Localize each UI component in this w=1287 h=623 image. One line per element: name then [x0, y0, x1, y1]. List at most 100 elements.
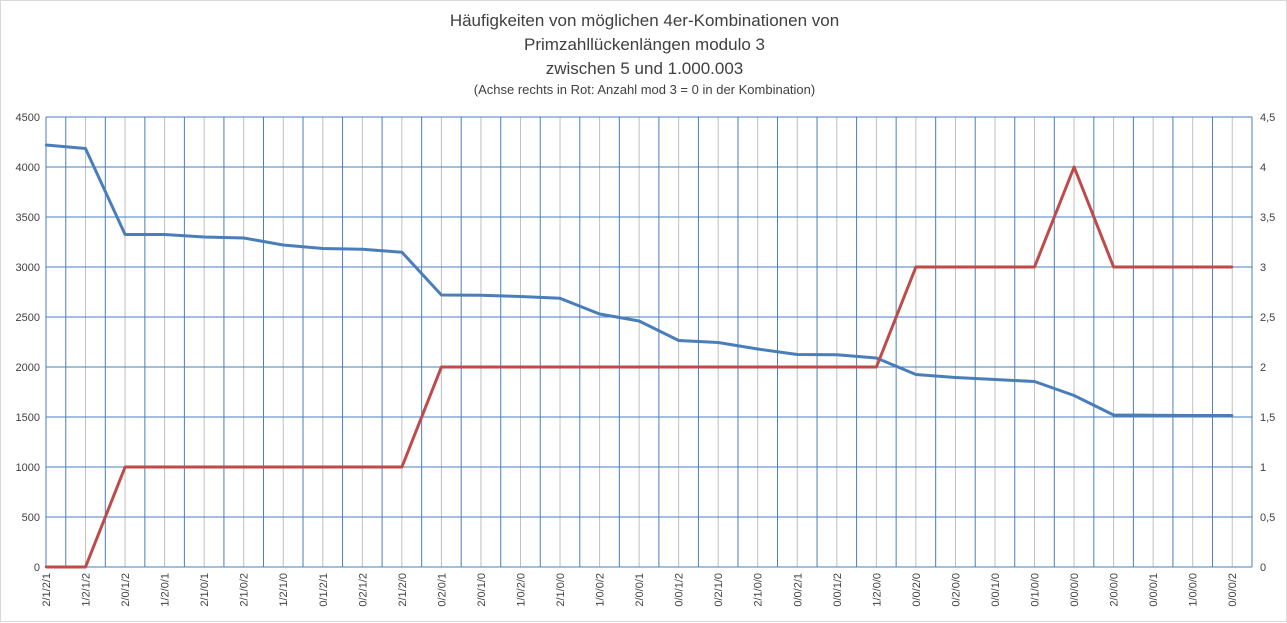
- data-point: [321, 247, 324, 250]
- data-point: [756, 365, 759, 369]
- y-right-tick-label: 0,5: [1260, 512, 1275, 524]
- x-tick-label: 2/0/1/0: [476, 573, 488, 607]
- x-tick-label: 1/0/0/0: [1188, 573, 1200, 607]
- data-point: [400, 251, 404, 254]
- data-point: [1072, 394, 1076, 397]
- data-point: [1231, 265, 1234, 269]
- x-tick-label: 2/0/0/0: [1109, 573, 1121, 607]
- y-right-tick-label: 3,5: [1260, 212, 1275, 224]
- data-point: [1231, 414, 1234, 417]
- data-point: [637, 365, 641, 369]
- x-tick-label: 1/0/0/2: [595, 573, 607, 607]
- data-point: [361, 248, 364, 251]
- x-tick-label: 1/2/0/1: [160, 573, 172, 607]
- y-left-tick-label: 2000: [16, 362, 40, 374]
- title-line-1: Häufigkeiten von möglichen 4er-Kombinati…: [449, 11, 840, 30]
- x-tick-label: 0/0/1/0: [990, 573, 1002, 607]
- data-point: [1151, 414, 1155, 417]
- data-point: [598, 312, 601, 316]
- x-tick-label: 0/0/0/0: [1069, 573, 1081, 607]
- y-right-tick-label: 2,5: [1260, 312, 1275, 324]
- data-point: [1151, 265, 1155, 269]
- data-point: [914, 373, 918, 376]
- x-tick-label: 2/1/0/0: [555, 573, 567, 607]
- data-point: [361, 465, 364, 469]
- y-right-tick-label: 2: [1260, 362, 1266, 374]
- x-tick-label: 2/1/2/0: [397, 573, 409, 607]
- x-tick-label: 0/1/0/0: [1030, 573, 1042, 607]
- data-point: [875, 356, 878, 360]
- x-tick-label: 1/2/1/0: [278, 573, 290, 607]
- data-point: [796, 365, 799, 369]
- y-left-tick-label: 0: [34, 562, 40, 574]
- data-point: [123, 465, 127, 469]
- x-tick-label: 0/2/0/0: [950, 573, 962, 607]
- chart-title: Häufigkeiten von möglichen 4er-Kombinati…: [1, 9, 1287, 99]
- data-point: [163, 465, 166, 469]
- data-point: [677, 339, 680, 342]
- data-point: [1191, 265, 1194, 269]
- data-point: [282, 465, 285, 469]
- y-right-tick-label: 3: [1260, 262, 1266, 274]
- data-point: [954, 265, 957, 269]
- y-right-tick-label: 4: [1260, 162, 1266, 174]
- y-left-tick-label: 2500: [16, 312, 40, 324]
- data-point: [637, 319, 641, 323]
- x-tick-label: 2/1/0/1: [199, 573, 211, 607]
- y-right-tick-label: 1: [1260, 462, 1266, 474]
- y-left-tick-label: 3000: [16, 262, 40, 274]
- y-right-tick-label: 0: [1260, 562, 1266, 574]
- data-point: [440, 365, 443, 369]
- x-tick-label: 1/2/0/0: [871, 573, 883, 607]
- data-point: [1112, 265, 1115, 269]
- x-tick-label: 1/0/2/0: [515, 573, 527, 607]
- x-tick-label: 1/2/1/2: [81, 573, 93, 607]
- y-left-tick-label: 3500: [16, 212, 40, 224]
- x-tick-label: 0/0/2/1: [792, 573, 804, 607]
- x-tick-label: 0/0/1/2: [832, 573, 844, 607]
- data-point: [163, 233, 166, 236]
- y-right-tick-label: 4,5: [1260, 112, 1275, 124]
- data-point: [677, 365, 680, 369]
- x-tick-label: 0/0/0/2: [1227, 573, 1239, 607]
- data-point: [519, 365, 522, 369]
- y-left-tick-label: 4000: [16, 162, 40, 174]
- data-point: [84, 147, 87, 150]
- x-tick-label: 0/2/1/0: [713, 573, 725, 607]
- data-point: [202, 465, 206, 469]
- y-right-tick-label: 1,5: [1260, 412, 1275, 424]
- y-left-tick-label: 4500: [16, 112, 40, 124]
- data-point: [598, 365, 601, 369]
- data-point: [716, 365, 720, 369]
- data-point: [558, 297, 562, 300]
- data-point: [993, 265, 997, 269]
- data-point: [282, 243, 285, 247]
- data-point: [123, 233, 127, 236]
- data-point: [993, 378, 997, 381]
- data-point: [84, 565, 87, 569]
- data-point: [440, 293, 443, 297]
- data-point: [242, 236, 245, 240]
- x-tick-label: 2/0/1/2: [120, 573, 132, 607]
- data-point: [1191, 414, 1194, 417]
- y-left-tick-label: 500: [22, 512, 40, 524]
- x-tick-label: 0/2/0/1: [436, 573, 448, 607]
- data-point: [875, 365, 878, 369]
- data-point: [202, 235, 206, 239]
- title-line-2: Primzahllückenlängen modulo 3: [524, 35, 765, 54]
- x-tick-label: 2/0/0/1: [634, 573, 646, 607]
- data-point: [796, 353, 799, 356]
- data-point: [44, 565, 48, 569]
- data-point: [242, 465, 245, 469]
- data-point: [914, 265, 918, 269]
- x-tick-label: 2/1/2/1: [41, 573, 53, 607]
- data-point: [44, 143, 48, 147]
- x-tick-label: 2/1/0/0: [753, 573, 765, 607]
- data-point: [716, 341, 720, 344]
- y-left-tick-label: 1500: [16, 412, 40, 424]
- data-point: [1033, 380, 1036, 383]
- data-point: [519, 295, 522, 298]
- chart-subtitle: (Achse rechts in Rot: Anzahl mod 3 = 0 i…: [473, 82, 816, 97]
